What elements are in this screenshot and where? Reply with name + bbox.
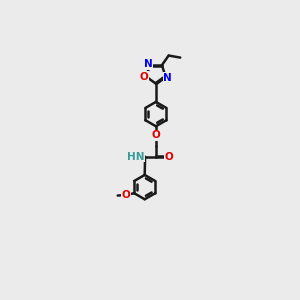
- Text: O: O: [165, 152, 173, 162]
- Text: O: O: [152, 130, 160, 140]
- Text: N: N: [144, 59, 152, 69]
- Text: N: N: [163, 73, 172, 82]
- Text: O: O: [140, 72, 148, 82]
- Text: O: O: [122, 190, 130, 200]
- Text: HN: HN: [127, 152, 144, 162]
